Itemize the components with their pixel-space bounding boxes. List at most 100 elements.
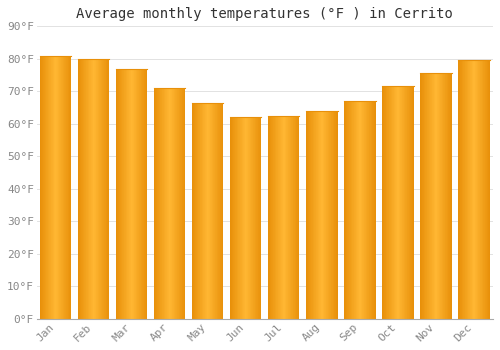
Bar: [99, 59, 100, 319]
Bar: [133, 69, 134, 319]
Bar: [213, 103, 214, 319]
Bar: [132, 69, 133, 319]
Bar: [405, 86, 406, 319]
Bar: [184, 88, 185, 319]
Bar: [271, 116, 272, 319]
Bar: [402, 86, 403, 319]
Bar: [182, 88, 183, 319]
Bar: [175, 88, 176, 319]
Bar: [171, 88, 172, 319]
Bar: [83, 59, 84, 319]
Bar: [207, 103, 208, 319]
Bar: [165, 88, 166, 319]
Bar: [480, 61, 481, 319]
Bar: [482, 61, 483, 319]
Bar: [251, 117, 252, 319]
Bar: [92, 59, 93, 319]
Bar: [469, 61, 470, 319]
Bar: [476, 61, 477, 319]
Bar: [316, 111, 317, 319]
Bar: [268, 116, 269, 319]
Bar: [173, 88, 174, 319]
Bar: [242, 117, 243, 319]
Bar: [410, 86, 411, 319]
Bar: [136, 69, 137, 319]
Bar: [367, 101, 368, 319]
Bar: [436, 74, 438, 319]
Bar: [384, 86, 385, 319]
Bar: [98, 59, 99, 319]
Bar: [179, 88, 180, 319]
Bar: [470, 61, 471, 319]
Bar: [310, 111, 312, 319]
Bar: [472, 61, 473, 319]
Bar: [365, 101, 366, 319]
Bar: [478, 61, 479, 319]
Bar: [448, 74, 449, 319]
Bar: [222, 103, 223, 319]
Bar: [356, 101, 357, 319]
Bar: [108, 59, 110, 319]
Bar: [406, 86, 408, 319]
Bar: [218, 103, 219, 319]
Bar: [236, 117, 237, 319]
Bar: [168, 88, 169, 319]
Bar: [481, 61, 482, 319]
Bar: [204, 103, 206, 319]
Bar: [400, 86, 401, 319]
Bar: [256, 117, 257, 319]
Bar: [240, 117, 241, 319]
Bar: [474, 61, 476, 319]
Bar: [60, 56, 62, 319]
Bar: [395, 86, 396, 319]
Bar: [70, 56, 72, 319]
Bar: [200, 103, 201, 319]
Bar: [147, 69, 148, 319]
Bar: [489, 61, 490, 319]
Bar: [346, 101, 347, 319]
Bar: [387, 86, 388, 319]
Bar: [375, 101, 376, 319]
Bar: [404, 86, 405, 319]
Bar: [277, 116, 278, 319]
Bar: [201, 103, 202, 319]
Bar: [403, 86, 404, 319]
Bar: [358, 101, 360, 319]
Bar: [107, 59, 108, 319]
Bar: [130, 69, 131, 319]
Bar: [42, 56, 43, 319]
Bar: [285, 116, 286, 319]
Bar: [89, 59, 90, 319]
Bar: [366, 101, 367, 319]
Bar: [463, 61, 464, 319]
Bar: [468, 61, 469, 319]
Bar: [216, 103, 217, 319]
Bar: [471, 61, 472, 319]
Bar: [314, 111, 315, 319]
Bar: [388, 86, 390, 319]
Bar: [155, 88, 156, 319]
Bar: [84, 59, 85, 319]
Bar: [323, 111, 324, 319]
Bar: [176, 88, 178, 319]
Bar: [442, 74, 443, 319]
Bar: [68, 56, 69, 319]
Bar: [163, 88, 164, 319]
Bar: [126, 69, 127, 319]
Bar: [101, 59, 102, 319]
Bar: [194, 103, 195, 319]
Bar: [217, 103, 218, 319]
Bar: [180, 88, 181, 319]
Bar: [488, 61, 489, 319]
Bar: [258, 117, 259, 319]
Bar: [353, 101, 354, 319]
Bar: [106, 59, 107, 319]
Bar: [444, 74, 446, 319]
Bar: [447, 74, 448, 319]
Bar: [438, 74, 439, 319]
Bar: [479, 61, 480, 319]
Bar: [355, 101, 356, 319]
Bar: [269, 116, 270, 319]
Bar: [69, 56, 70, 319]
Bar: [41, 56, 42, 319]
